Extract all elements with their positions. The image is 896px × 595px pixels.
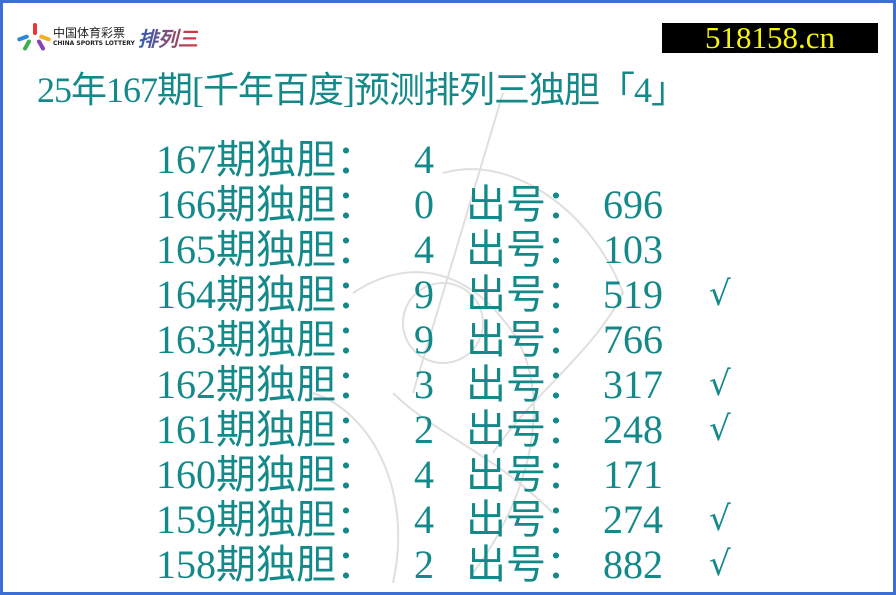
issue-label: 163期独胆： [156,317,376,362]
pick-digit: 0 [414,182,434,227]
logo-cn-text: 中国体育彩票 [53,26,126,40]
logo-product-text: 排列三 [138,23,198,52]
draw-number: 696 [603,182,663,227]
draw-number: 882 [603,542,663,587]
list-item: 167期独胆： 4 [156,137,756,182]
list-item: 165期独胆： 4 出号： 103 [156,227,756,272]
pick-digit: 4 [414,452,434,497]
warrior-sketch-illustration [312,93,625,584]
draw-label: 出号： [466,317,586,362]
check-icon: √ [709,544,731,584]
draw-label: 出号： [466,497,586,542]
list-item: 161期独胆： 2 出号： 248 √ [156,407,756,452]
list-item: 160期独胆： 4 出号： 171 [156,452,756,497]
pick-digit: 9 [414,317,434,362]
check-icon: √ [709,409,731,449]
pick-digit: 2 [414,542,434,587]
issue-label: 161期独胆： [156,407,376,452]
draw-label: 出号： [466,227,586,272]
prediction-list: 167期独胆： 4 166期独胆： 0 出号： 696 165期独胆： 4 出号： 103 164期… [156,137,756,587]
draw-number: 103 [603,227,663,272]
list-item: 162期独胆： 3 出号： 317 √ [156,362,756,407]
list-item: 163期独胆： 9 出号： 766 [156,317,756,362]
draw-number: 766 [603,317,663,362]
issue-label: 165期独胆： [156,227,376,272]
logo-en-text: CHINA SPORTS LOTTERY [53,40,135,47]
pick-digit: 4 [414,137,434,182]
pick-digit: 2 [414,407,434,452]
draw-label: 出号： [466,542,586,587]
issue-label: 166期独胆： [156,182,376,227]
lottery-star-icon [16,23,52,52]
draw-number: 248 [603,407,663,452]
pick-digit: 9 [414,272,434,317]
draw-label: 出号： [466,407,586,452]
draw-number: 317 [603,362,663,407]
draw-label: 出号： [466,362,586,407]
list-item: 159期独胆： 4 出号： 274 √ [156,497,756,542]
issue-label: 158期独胆： [156,542,376,587]
draw-number: 274 [603,497,663,542]
check-icon: √ [709,499,731,539]
draw-label: 出号： [466,272,586,317]
draw-label: 出号： [466,182,586,227]
check-icon: √ [709,364,731,404]
list-item: 164期独胆： 9 出号： 519 √ [156,272,756,317]
draw-number: 519 [603,272,663,317]
pick-digit: 4 [414,497,434,542]
draw-number: 171 [603,452,663,497]
site-badge: 518158.cn [662,22,878,53]
check-icon: √ [709,274,731,314]
issue-label: 167期独胆： [156,137,376,182]
issue-label: 164期独胆： [156,272,376,317]
pick-digit: 4 [414,227,434,272]
issue-label: 159期独胆： [156,497,376,542]
list-item: 166期独胆： 0 出号： 696 [156,182,756,227]
pick-digit: 3 [414,362,434,407]
list-item: 158期独胆： 2 出号： 882 √ [156,542,756,587]
draw-label: 出号： [466,452,586,497]
china-sports-lottery-logo: 中国体育彩票 CHINA SPORTS LOTTERY 排列三 [16,21,198,53]
issue-label: 160期独胆： [156,452,376,497]
issue-label: 162期独胆： [156,362,376,407]
page-title: 25年167期[千年百度]预测排列三独胆「4」 [37,70,687,110]
